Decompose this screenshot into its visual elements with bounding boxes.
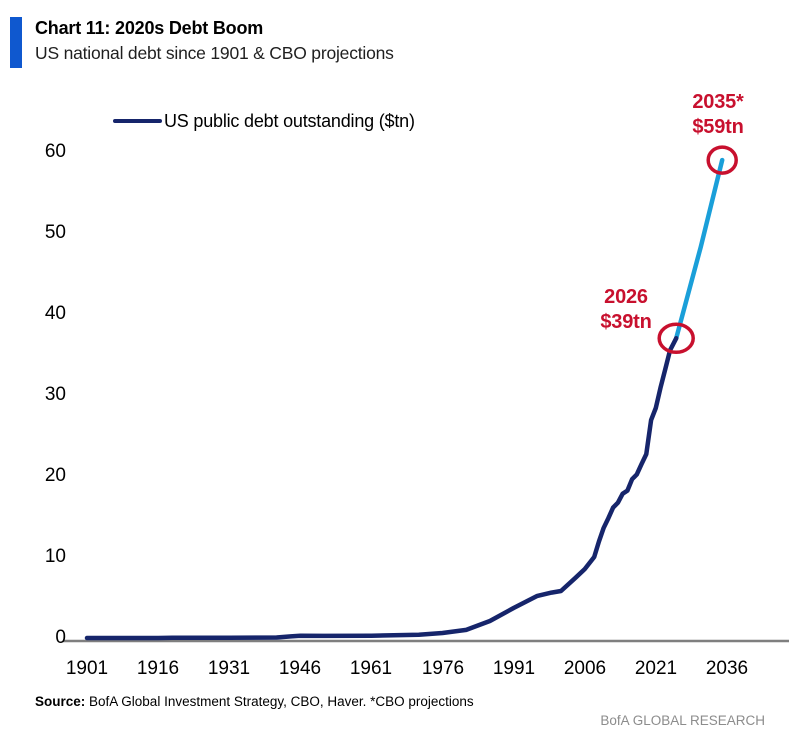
title-accent-bar	[10, 17, 22, 68]
y-tick-50: 50	[44, 222, 66, 243]
source-note: Source: BofA Global Investment Strategy,…	[35, 694, 474, 709]
x-tick-1946: 1946	[278, 658, 322, 679]
legend: US public debt outstanding ($tn)	[113, 110, 415, 132]
legend-line-swatch	[113, 118, 162, 124]
x-tick-1991: 1991	[492, 658, 536, 679]
y-tick-60: 60	[44, 141, 66, 162]
annotation-2026: 2026 $39tn	[566, 285, 686, 335]
y-tick-40: 40	[44, 303, 66, 324]
brand-label: BofA GLOBAL RESEARCH	[600, 713, 765, 728]
x-tick-2036: 2036	[705, 658, 749, 679]
x-tick-2006: 2006	[563, 658, 607, 679]
series-line-us-public-debt-outstanding-tn	[84, 336, 679, 641]
x-tick-2021: 2021	[634, 658, 678, 679]
series-line-cbo-projection	[673, 157, 725, 341]
annotation-2035-value: $59tn	[692, 116, 744, 138]
x-tick-1976: 1976	[421, 658, 465, 679]
annotation-circle-2026	[657, 322, 695, 355]
y-tick-30: 30	[44, 384, 66, 405]
chart-title: Chart 11: 2020s Debt Boom	[35, 18, 264, 38]
source-text: BofA Global Investment Strategy, CBO, Ha…	[85, 694, 474, 709]
annotation-2026-year: 2026	[604, 286, 648, 308]
annotation-2035-year: 2035*	[692, 91, 744, 113]
x-tick-1931: 1931	[207, 658, 251, 679]
annotation-circle-2035	[706, 145, 738, 175]
source-label: Source:	[35, 694, 86, 709]
annotation-2026-value: $39tn	[600, 311, 652, 333]
x-tick-1961: 1961	[349, 658, 393, 679]
x-tick-1901: 1901	[65, 658, 109, 679]
legend-label: US public debt outstanding ($tn)	[164, 111, 415, 131]
y-tick-20: 20	[44, 465, 66, 486]
chart-subtitle: US national debt since 1901 & CBO projec…	[35, 43, 394, 63]
y-tick-10: 10	[44, 546, 66, 567]
y-tick-0: 0	[55, 627, 66, 648]
x-tick-1916: 1916	[136, 658, 180, 679]
annotation-2035: 2035* $59tn	[658, 90, 778, 140]
